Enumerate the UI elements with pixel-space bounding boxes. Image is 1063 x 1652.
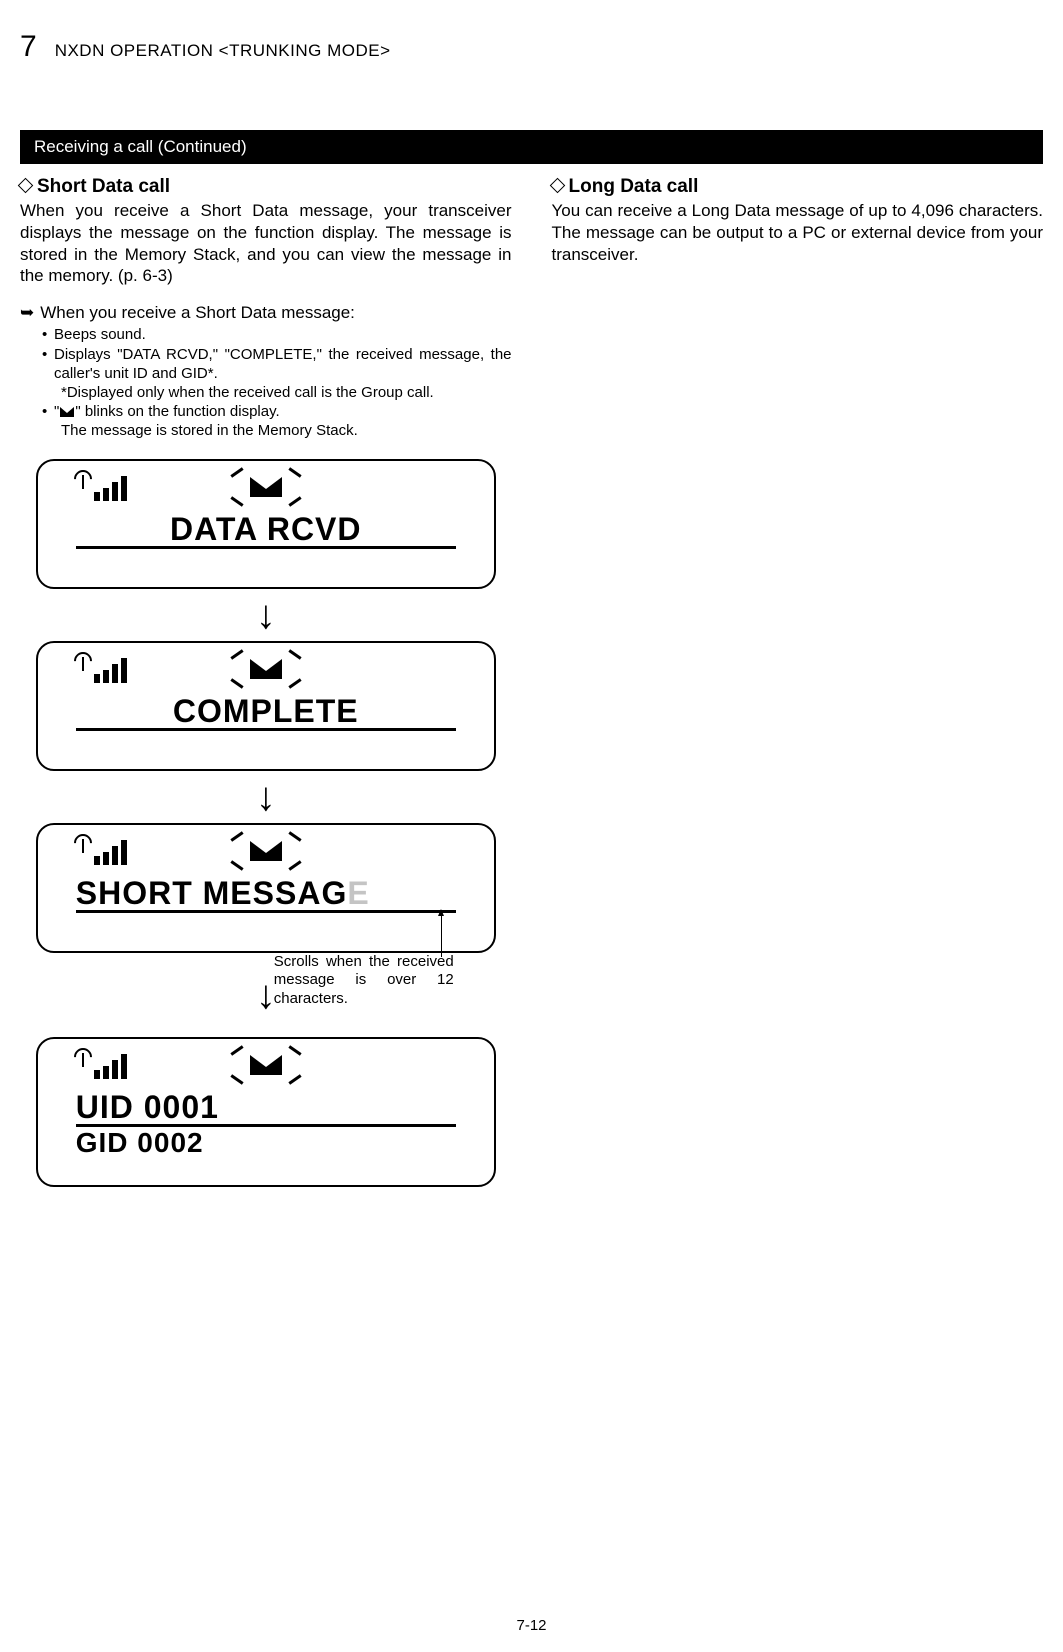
lcd-sequence: DATA RCVD ↓ COMPLETE ↓ bbox=[20, 459, 512, 1187]
sub-bullet-list: Beeps sound. Displays "DATA RCVD," "COMP… bbox=[42, 325, 512, 440]
section-bar: Receiving a call (Continued) bbox=[20, 130, 1043, 164]
antenna-icon bbox=[76, 475, 90, 501]
long-data-body: You can receive a Long Data message of u… bbox=[552, 200, 1044, 265]
antenna-icon bbox=[76, 1053, 90, 1079]
arrow-icon: ➥ bbox=[20, 303, 34, 323]
lcd-4-main: UID 0001 bbox=[76, 1087, 456, 1127]
lcd-3-ghost: E bbox=[347, 875, 369, 911]
lcd-screen-3: SHORT MESSAGE bbox=[36, 823, 496, 953]
diamond-icon bbox=[18, 178, 34, 194]
lcd-2-text: COMPLETE bbox=[76, 691, 456, 731]
signal-icon bbox=[76, 475, 127, 501]
short-data-intro: When you receive a Short Data message, y… bbox=[20, 200, 512, 287]
bullet-1: Beeps sound. bbox=[42, 325, 512, 344]
short-data-heading: Short Data call bbox=[20, 176, 512, 198]
lcd-screen-1: DATA RCVD bbox=[36, 459, 496, 589]
arrow-with-note: ↓ Scrolls when the received message is o… bbox=[36, 957, 496, 1033]
signal-bars-icon bbox=[94, 1054, 127, 1079]
lcd-screen-2: COMPLETE bbox=[36, 641, 496, 771]
page-number: 7-12 bbox=[0, 1617, 1063, 1634]
lcd-4-sub: GID 0002 bbox=[76, 1127, 456, 1159]
antenna-icon bbox=[76, 839, 90, 865]
blink-mail-icon bbox=[226, 467, 306, 507]
chapter-title: NXDN OPERATION <TRUNKING MODE> bbox=[55, 41, 391, 61]
left-column: Short Data call When you receive a Short… bbox=[20, 176, 512, 1187]
diamond-icon bbox=[549, 178, 565, 194]
lcd-3-text: SHORT MESSAGE bbox=[76, 873, 456, 913]
down-arrow-icon: ↓ bbox=[256, 595, 276, 635]
page-header: 7 NXDN OPERATION <TRUNKING MODE> bbox=[0, 30, 1063, 82]
bullet-3-post: " blinks on the function display. bbox=[75, 403, 279, 420]
bullet-2: Displays "DATA RCVD," "COMPLETE," the re… bbox=[42, 345, 512, 403]
lcd-3-text-pre: SHORT MESSAG bbox=[76, 875, 348, 911]
scroll-note: Scrolls when the received message is ove… bbox=[274, 953, 454, 1009]
mail-icon bbox=[60, 407, 74, 417]
signal-icon bbox=[76, 839, 127, 865]
down-arrow-icon: ↓ bbox=[256, 975, 276, 1015]
chapter-number: 7 bbox=[20, 30, 37, 64]
long-data-heading: Long Data call bbox=[552, 176, 1044, 198]
blink-mail-icon bbox=[226, 1045, 306, 1085]
content-columns: Short Data call When you receive a Short… bbox=[0, 176, 1063, 1187]
signal-icon bbox=[76, 1053, 127, 1079]
bullet-2-star: *Displayed only when the received call i… bbox=[61, 383, 512, 402]
bullet-3-line2: The message is stored in the Memory Stac… bbox=[61, 421, 512, 440]
arrow-bullet-text: When you receive a Short Data message: bbox=[40, 303, 355, 323]
long-data-heading-text: Long Data call bbox=[569, 176, 699, 197]
bullet-3: " " blinks on the function display. The m… bbox=[42, 402, 512, 440]
short-data-heading-text: Short Data call bbox=[37, 176, 170, 197]
antenna-icon bbox=[76, 657, 90, 683]
blink-mail-icon bbox=[226, 649, 306, 689]
scroll-pointer-icon bbox=[441, 915, 442, 957]
down-arrow-icon: ↓ bbox=[256, 777, 276, 817]
signal-bars-icon bbox=[94, 840, 127, 865]
lcd-1-text: DATA RCVD bbox=[76, 509, 456, 549]
bullet-2-text: Displays "DATA RCVD," "COMPLETE," the re… bbox=[54, 346, 512, 382]
right-column: Long Data call You can receive a Long Da… bbox=[552, 176, 1044, 1187]
signal-bars-icon bbox=[94, 476, 127, 501]
signal-bars-icon bbox=[94, 658, 127, 683]
arrow-bullet-line: ➥ When you receive a Short Data message: bbox=[20, 303, 512, 323]
lcd-screen-4: UID 0001 GID 0002 bbox=[36, 1037, 496, 1187]
blink-mail-icon bbox=[226, 831, 306, 871]
bullet-3-pre: " bbox=[54, 403, 59, 420]
signal-icon bbox=[76, 657, 127, 683]
